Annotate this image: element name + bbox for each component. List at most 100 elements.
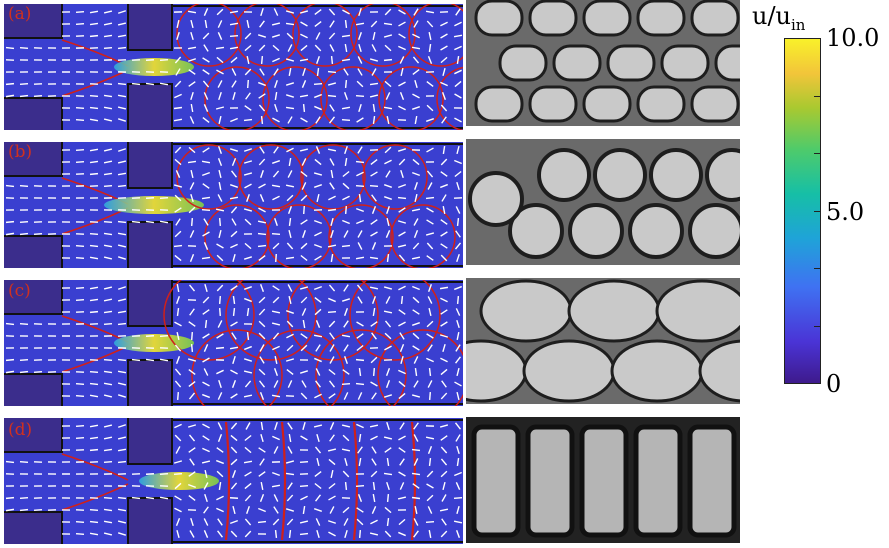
velocity-arrow	[174, 423, 182, 429]
velocity-arrow	[231, 470, 237, 478]
velocity-arrow	[204, 469, 208, 479]
velocity-arrow	[258, 320, 266, 328]
velocity-arrow	[272, 195, 280, 201]
velocity-arrow	[356, 207, 364, 213]
velocity-arrow	[426, 320, 434, 328]
velocity-arrow	[341, 58, 351, 62]
velocity-arrow	[19, 370, 29, 374]
velocity-arrow	[231, 380, 237, 388]
panel-label-b: (b)	[8, 142, 33, 162]
velocity-arrow	[89, 382, 99, 386]
velocity-arrow	[202, 32, 210, 40]
velocity-arrow	[385, 230, 391, 238]
velocity-arrow	[229, 34, 239, 38]
velocity-arrow	[454, 170, 462, 178]
velocity-arrow	[314, 255, 322, 261]
velocity-arrow	[175, 170, 181, 178]
velocity-arrow	[300, 117, 308, 123]
photo-bubble	[537, 148, 591, 202]
velocity-arrow	[243, 148, 253, 152]
velocity-arrow	[440, 33, 448, 39]
velocity-arrow	[383, 286, 393, 290]
velocity-arrow	[229, 196, 239, 200]
velocity-arrow	[271, 160, 281, 164]
velocity-arrow	[343, 392, 349, 400]
velocity-arrow	[287, 284, 293, 292]
velocity-arrow	[201, 196, 211, 200]
velocity-arrow	[103, 382, 113, 386]
velocity-arrow	[397, 148, 407, 152]
velocity-arrow	[386, 115, 390, 125]
velocity-arrow	[216, 69, 224, 75]
velocity-arrow	[456, 505, 460, 515]
colorbar-tick	[814, 326, 821, 327]
velocity-arrow	[19, 94, 29, 98]
velocity-arrow	[258, 158, 266, 166]
velocity-arrow	[413, 422, 419, 430]
velocity-arrow	[442, 205, 446, 215]
velocity-arrow	[271, 22, 281, 26]
velocity-arrow	[117, 322, 127, 326]
velocity-arrow	[315, 146, 321, 154]
velocity-arrow	[89, 520, 99, 524]
velocity-arrow	[370, 20, 378, 28]
velocity-arrow	[315, 320, 321, 328]
velocity-arrow	[411, 322, 421, 326]
velocity-arrow	[203, 242, 209, 250]
velocity-arrow	[217, 530, 223, 538]
velocity-arrow	[188, 471, 196, 477]
velocity-arrow	[5, 220, 15, 224]
velocity-arrow	[174, 56, 182, 64]
velocity-arrow	[286, 242, 294, 250]
velocity-arrow	[89, 532, 99, 536]
velocity-arrow	[89, 448, 99, 452]
velocity-arrow	[89, 22, 99, 26]
photo-bubble	[698, 339, 740, 403]
velocity-arrow	[131, 496, 141, 500]
velocity-arrow	[190, 91, 194, 101]
velocity-arrow	[244, 482, 252, 490]
velocity-arrow	[413, 518, 419, 526]
velocity-arrow	[370, 231, 378, 237]
velocity-arrow	[243, 118, 253, 122]
velocity-arrow	[229, 497, 239, 499]
velocity-arrow	[217, 194, 223, 202]
velocity-arrow	[413, 434, 419, 442]
velocity-arrow	[399, 482, 405, 490]
velocity-arrow	[244, 297, 252, 303]
velocity-arrow	[386, 217, 390, 227]
velocity-arrow	[330, 253, 334, 263]
velocity-arrow	[286, 333, 294, 339]
velocity-arrow	[300, 21, 308, 27]
velocity-arrow	[314, 21, 322, 27]
velocity-arrow	[117, 172, 127, 176]
velocity-arrow	[413, 356, 419, 364]
velocity-arrow	[327, 82, 337, 86]
velocity-arrow	[216, 507, 224, 513]
velocity-arrow	[243, 256, 253, 260]
velocity-arrow	[314, 158, 322, 166]
photo-bubble	[688, 203, 740, 259]
velocity-arrow	[299, 94, 309, 98]
velocity-arrow	[398, 285, 406, 291]
bubble-interface	[176, 144, 242, 210]
colorbar-tick	[814, 211, 821, 212]
velocity-arrow	[412, 93, 420, 99]
velocity-arrow	[316, 67, 320, 77]
velocity-arrow	[244, 345, 252, 351]
velocity-arrow	[258, 44, 266, 52]
velocity-arrow	[217, 320, 223, 328]
velocity-arrow	[329, 434, 335, 442]
velocity-arrow	[258, 93, 266, 99]
velocity-arrow	[412, 345, 420, 351]
velocity-arrow	[456, 145, 460, 155]
velocity-arrow	[232, 505, 236, 515]
velocity-arrow	[314, 446, 322, 454]
velocity-arrow	[216, 8, 224, 16]
velocity-arrow	[272, 435, 280, 441]
velocity-arrow	[330, 55, 334, 65]
velocity-arrow	[176, 307, 180, 317]
velocity-arrow	[300, 242, 308, 250]
velocity-arrow	[386, 457, 390, 467]
velocity-arrow	[288, 295, 292, 305]
